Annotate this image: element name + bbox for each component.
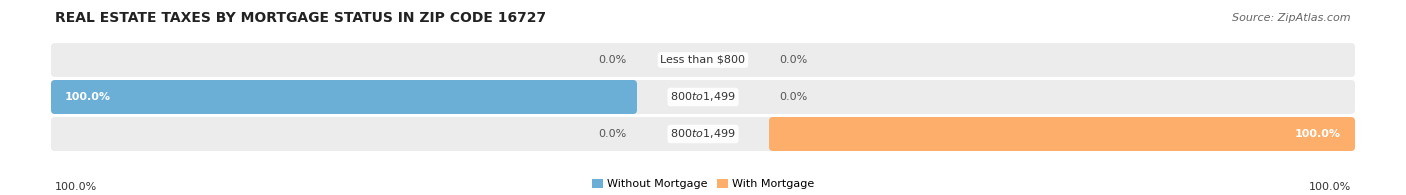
Text: Source: ZipAtlas.com: Source: ZipAtlas.com bbox=[1233, 13, 1351, 23]
FancyBboxPatch shape bbox=[51, 80, 637, 114]
Text: REAL ESTATE TAXES BY MORTGAGE STATUS IN ZIP CODE 16727: REAL ESTATE TAXES BY MORTGAGE STATUS IN … bbox=[55, 11, 546, 25]
Text: 0.0%: 0.0% bbox=[599, 55, 627, 65]
Text: 0.0%: 0.0% bbox=[599, 129, 627, 139]
Legend: Without Mortgage, With Mortgage: Without Mortgage, With Mortgage bbox=[592, 179, 814, 190]
Text: $800 to $1,499: $800 to $1,499 bbox=[671, 90, 735, 104]
Text: 100.0%: 100.0% bbox=[1309, 182, 1351, 192]
FancyBboxPatch shape bbox=[51, 80, 1355, 114]
Text: 100.0%: 100.0% bbox=[65, 92, 111, 102]
Text: 0.0%: 0.0% bbox=[779, 55, 807, 65]
Text: 100.0%: 100.0% bbox=[1295, 129, 1341, 139]
Text: $800 to $1,499: $800 to $1,499 bbox=[671, 128, 735, 141]
FancyBboxPatch shape bbox=[51, 43, 1355, 77]
Text: Less than $800: Less than $800 bbox=[661, 55, 745, 65]
Text: 0.0%: 0.0% bbox=[779, 92, 807, 102]
FancyBboxPatch shape bbox=[51, 117, 1355, 151]
Text: 100.0%: 100.0% bbox=[55, 182, 97, 192]
FancyBboxPatch shape bbox=[769, 117, 1355, 151]
